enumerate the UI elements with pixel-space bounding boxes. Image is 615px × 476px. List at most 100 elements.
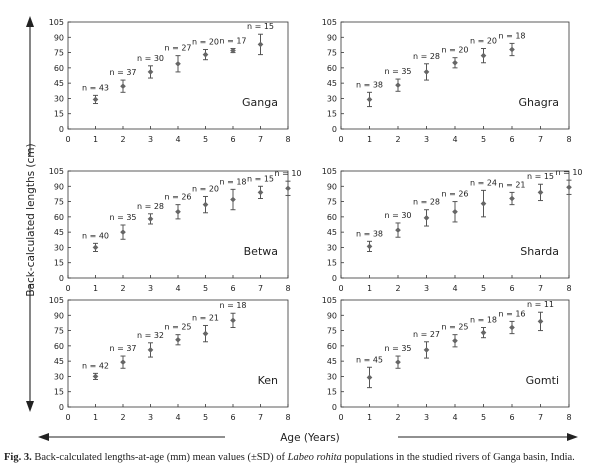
plot-frame bbox=[67, 299, 289, 408]
data-point bbox=[120, 83, 126, 90]
x-tick-label: 8 bbox=[566, 284, 571, 293]
x-tick-label: 4 bbox=[452, 413, 457, 422]
y-tick-label: 30 bbox=[327, 372, 337, 381]
sample-size-label: n = 35 bbox=[384, 67, 411, 76]
x-tick-label: 2 bbox=[120, 135, 125, 144]
y-tick-label: 45 bbox=[327, 79, 337, 88]
x-tick-label: 7 bbox=[258, 413, 263, 422]
caption-text-end: populations in the studied rivers of Gan… bbox=[341, 452, 575, 463]
sample-size-label: n = 20 bbox=[192, 38, 219, 47]
y-tick-label: 0 bbox=[332, 403, 337, 412]
plot-frame bbox=[340, 170, 570, 279]
data-point bbox=[230, 317, 236, 324]
data-point bbox=[147, 216, 154, 222]
x-arrow-head-right bbox=[567, 433, 578, 441]
x-tick-label: 0 bbox=[338, 413, 343, 422]
x-tick-label: 0 bbox=[338, 284, 343, 293]
sample-size-label: n = 20 bbox=[470, 36, 497, 45]
sample-size-label: n = 35 bbox=[109, 213, 136, 222]
y-tick-label: 0 bbox=[332, 274, 337, 283]
y-tick-label: 45 bbox=[54, 79, 64, 88]
river-name: Ghagra bbox=[519, 96, 559, 109]
data-point bbox=[452, 59, 458, 66]
sample-size-label: n = 17 bbox=[219, 36, 246, 45]
x-tick-label: 2 bbox=[395, 284, 400, 293]
x-tick-label: 4 bbox=[452, 135, 457, 144]
sample-size-label: n = 15 bbox=[247, 22, 274, 31]
sample-size-label: n = 37 bbox=[109, 344, 136, 353]
data-point bbox=[257, 189, 264, 196]
sample-size-label: n = 27 bbox=[164, 44, 191, 53]
x-tick-label: 3 bbox=[424, 284, 429, 293]
x-tick-label: 3 bbox=[148, 413, 153, 422]
figure-caption: Fig. 3. Back-calculated lengths-at-age (… bbox=[4, 452, 612, 463]
x-tick-label: 5 bbox=[481, 413, 486, 422]
y-tick-label: 105 bbox=[49, 296, 64, 305]
x-tick-label: 0 bbox=[65, 413, 70, 422]
data-point bbox=[537, 318, 544, 325]
data-point bbox=[509, 324, 515, 331]
x-tick-label: 5 bbox=[203, 413, 208, 422]
river-name: Ken bbox=[258, 374, 278, 387]
river-name: Ganga bbox=[242, 96, 278, 109]
data-point bbox=[92, 244, 99, 251]
data-point bbox=[537, 189, 544, 196]
x-tick-label: 6 bbox=[509, 413, 514, 422]
y-arrow-head-down bbox=[26, 401, 34, 412]
data-point bbox=[202, 51, 209, 58]
data-point bbox=[480, 52, 487, 59]
plot-frame bbox=[67, 170, 289, 279]
plot-frame bbox=[340, 299, 570, 408]
y-tick-label: 105 bbox=[322, 296, 337, 305]
y-tick-label: 30 bbox=[327, 243, 337, 252]
y-tick-label: 60 bbox=[327, 342, 337, 351]
sample-size-label: n = 26 bbox=[441, 190, 468, 199]
y-tick-label: 90 bbox=[327, 33, 337, 42]
river-name: Betwa bbox=[244, 245, 278, 258]
data-point bbox=[366, 96, 373, 103]
data-point bbox=[452, 208, 458, 215]
sample-size-label: n = 18 bbox=[219, 301, 246, 310]
data-point bbox=[366, 243, 373, 250]
x-tick-label: 2 bbox=[120, 413, 125, 422]
x-tick-label: 7 bbox=[258, 135, 263, 144]
caption-figure-number: Fig. 3. bbox=[4, 452, 32, 463]
x-tick-label: 3 bbox=[424, 413, 429, 422]
data-point bbox=[92, 96, 99, 103]
data-point bbox=[423, 347, 430, 353]
data-point bbox=[566, 184, 572, 191]
sample-size-label: n = 30 bbox=[137, 54, 164, 63]
data-point bbox=[480, 200, 487, 207]
x-tick-label: 0 bbox=[338, 135, 343, 144]
x-tick-label: 0 bbox=[65, 135, 70, 144]
y-tick-label: 15 bbox=[327, 388, 337, 397]
sample-size-label: n = 21 bbox=[498, 180, 525, 189]
caption-species: Labeo rohita bbox=[287, 452, 342, 463]
y-tick-label: 75 bbox=[327, 49, 337, 58]
y-tick-label: 75 bbox=[54, 49, 64, 58]
data-point bbox=[257, 41, 264, 48]
plot-frame bbox=[340, 21, 570, 130]
sample-size-label: n = 28 bbox=[413, 198, 440, 207]
x-tick-label: 7 bbox=[538, 135, 543, 144]
x-tick-label: 6 bbox=[230, 413, 235, 422]
x-tick-label: 0 bbox=[65, 284, 70, 293]
x-tick-label: 5 bbox=[203, 135, 208, 144]
sample-size-label: n = 43 bbox=[82, 83, 109, 92]
y-tick-label: 15 bbox=[54, 110, 64, 119]
x-tick-label: 1 bbox=[367, 284, 372, 293]
x-tick-label: 8 bbox=[285, 413, 290, 422]
global-x-axis: Age (Years) bbox=[38, 432, 578, 444]
x-tick-label: 6 bbox=[230, 135, 235, 144]
x-tick-label: 8 bbox=[566, 135, 571, 144]
sample-size-label: n = 32 bbox=[137, 331, 164, 340]
x-tick-label: 7 bbox=[538, 284, 543, 293]
sample-size-label: n = 30 bbox=[384, 211, 411, 220]
y-tick-label: 45 bbox=[54, 228, 64, 237]
sample-size-label: n = 42 bbox=[82, 361, 109, 370]
sample-size-label: n = 10 bbox=[555, 168, 582, 177]
